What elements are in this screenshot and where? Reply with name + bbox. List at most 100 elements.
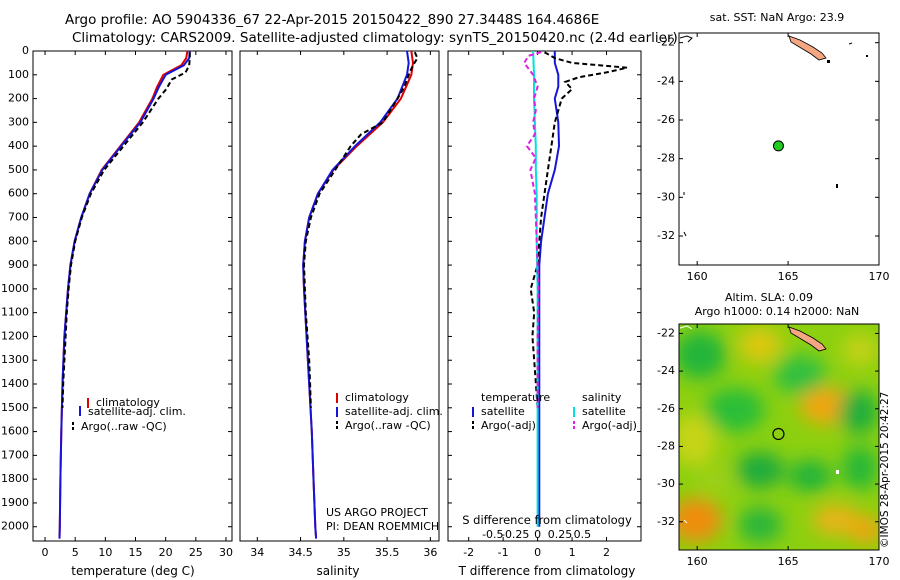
x-tick-label: 15 [129, 546, 143, 559]
legend-label-climatology: climatology [345, 391, 409, 404]
island-marker [827, 60, 830, 63]
y-tick-label: 1100 [1, 306, 29, 319]
s-tick-label: 0 [534, 528, 541, 541]
altim-title-line-2: Argo h1000: 0.14 h2000: NaN [695, 305, 860, 318]
temperature-diff-legend: temperature satellite Argo(-adj) [472, 391, 550, 432]
title-line-2: Climatology: CARS2009. Satellite-adjuste… [72, 30, 678, 46]
temperature-panel: 0100200300400500600700800900100011001200… [1, 44, 233, 578]
island-marker [836, 470, 839, 474]
y-tick-label: 2000 [1, 520, 29, 533]
legend-label-t-argo: Argo(-adj) [481, 419, 536, 432]
difference-panel: -2 -1 0 1 2 -0.5-0.25 0 0.25 0.5 S difference fr… [447, 50, 642, 578]
salinity-diff-legend: salinity satellite Argo(-adj) [573, 391, 637, 432]
y-tick-label: -22 [657, 36, 675, 49]
argo-float-marker [772, 140, 784, 152]
x-tick-label: 165 [778, 270, 799, 283]
island-marker [866, 55, 868, 57]
sla-heatmap-field [679, 324, 879, 550]
x-tick-label: 2 [603, 546, 610, 559]
y-tick-label: -30 [657, 190, 675, 203]
coastline-fragment [683, 231, 687, 237]
x-tick-label: 36 [423, 546, 437, 559]
s-tick-label: -0.5 [482, 528, 503, 541]
y-tick-label: 100 [8, 68, 29, 81]
y-tick-label: 400 [8, 139, 29, 152]
y-tick-label: -26 [657, 113, 675, 126]
legend-label-s-satellite: satellite [582, 405, 626, 418]
x-tick-label: 25 [189, 546, 203, 559]
imos-credit: ©IMOS 28-Apr-2015 20:42:27 [879, 391, 891, 548]
legend-title-salinity: salinity [582, 391, 622, 404]
y-tick-label: 1600 [1, 425, 29, 438]
x-tick-label: 34 [250, 546, 264, 559]
difference-plot-frame [447, 50, 642, 542]
x-tick-label: 165 [778, 555, 799, 568]
legend-label-t-satellite: satellite [481, 405, 525, 418]
x-tick-label: -2 [463, 546, 474, 559]
x-tick-label: 170 [869, 270, 890, 283]
x-tick-label: 30 [219, 546, 233, 559]
salinity-panel: 34 34.5 35 35.5 36 salinity climatology sate… [239, 50, 443, 578]
x-tick-label: 20 [159, 546, 173, 559]
y-tick-label: 1400 [1, 377, 29, 390]
project-annotation: US ARGO PROJECT [326, 506, 428, 519]
s-tick-label: -0.25 [501, 528, 529, 541]
x-tick-label: -1 [498, 546, 509, 559]
sst-map: sat. SST: NaN Argo: 23.9 160 165 170 -22 -24… [657, 11, 889, 283]
x-tick-label: 0 [534, 546, 541, 559]
temperature-xlabel: temperature (deg C) [71, 564, 194, 578]
y-tick-label: -30 [657, 477, 675, 490]
legend-label-satellite: satellite-adj. clim. [345, 405, 443, 418]
y-tick-label: 600 [8, 187, 29, 200]
y-tick-label: 1700 [1, 448, 29, 461]
coastline-fragment [848, 42, 853, 45]
legend-label-argo: Argo(..raw -QC) [345, 419, 431, 432]
series-line-temperature-satellite [538, 51, 561, 527]
y-tick-label: 1500 [1, 401, 29, 414]
y-tick-label: -32 [657, 515, 675, 528]
t-difference-xlabel: T difference from climatology [458, 564, 636, 578]
x-tick-label: 170 [869, 555, 890, 568]
legend-label-satellite: satellite-adj. clim. [88, 405, 186, 418]
x-tick-label: 1 [569, 546, 576, 559]
salinity-legend: climatology satellite-adj. clim. Argo(..… [336, 391, 443, 432]
coastline-fragment [679, 35, 693, 43]
series-line-satellite-adj-clim- [58, 51, 191, 539]
series-line-argo-raw-qc- [302, 51, 419, 408]
series-line-temperature-argo-adj- [529, 51, 628, 408]
x-tick-label: 5 [72, 546, 79, 559]
salinity-plot-frame [239, 50, 440, 542]
x-tick-label: 10 [98, 546, 112, 559]
legend-label-argo: Argo(..raw -QC) [81, 420, 167, 433]
altim-title-line-1: Altim. SLA: 0.09 [725, 291, 813, 304]
x-tick-label: 160 [687, 270, 708, 283]
y-tick-label: 800 [8, 234, 29, 247]
title-line-1: Argo profile: AO 5904336_67 22-Apr-2015 … [65, 12, 599, 28]
x-tick-label: 34.5 [288, 546, 313, 559]
y-tick-label: -24 [657, 74, 675, 87]
y-tick-label: -24 [657, 364, 675, 377]
s-tick-label: 0.5 [574, 528, 592, 541]
island-marker [836, 184, 838, 188]
y-tick-label: -22 [657, 326, 675, 339]
sst-map-title: sat. SST: NaN Argo: 23.9 [710, 11, 844, 24]
legend-label-s-argo: Argo(-adj) [582, 419, 637, 432]
temperature-legend: climatology satellite-adj. clim. Argo(..… [72, 396, 186, 433]
y-tick-label: 1200 [1, 329, 29, 342]
legend-title-temperature: temperature [481, 391, 550, 404]
y-tick-label: -26 [657, 402, 675, 415]
altimetry-map-frame [678, 323, 880, 551]
legend-label-climatology: climatology [96, 396, 160, 409]
y-tick-label: -28 [657, 439, 675, 452]
y-tick-label: 1300 [1, 353, 29, 366]
y-tick-label: 300 [8, 115, 29, 128]
y-tick-label: 1800 [1, 472, 29, 485]
coastline-fragment [679, 325, 693, 330]
y-tick-label: 500 [8, 163, 29, 176]
new-caledonia-land-shape [788, 35, 827, 61]
argo-float-marker [772, 427, 785, 441]
new-caledonia-land-shape [788, 326, 827, 352]
y-tick-label: -32 [657, 229, 675, 242]
altimetry-map: Altim. SLA: 0.09 Argo h1000: 0.14 h2000:… [657, 291, 889, 568]
